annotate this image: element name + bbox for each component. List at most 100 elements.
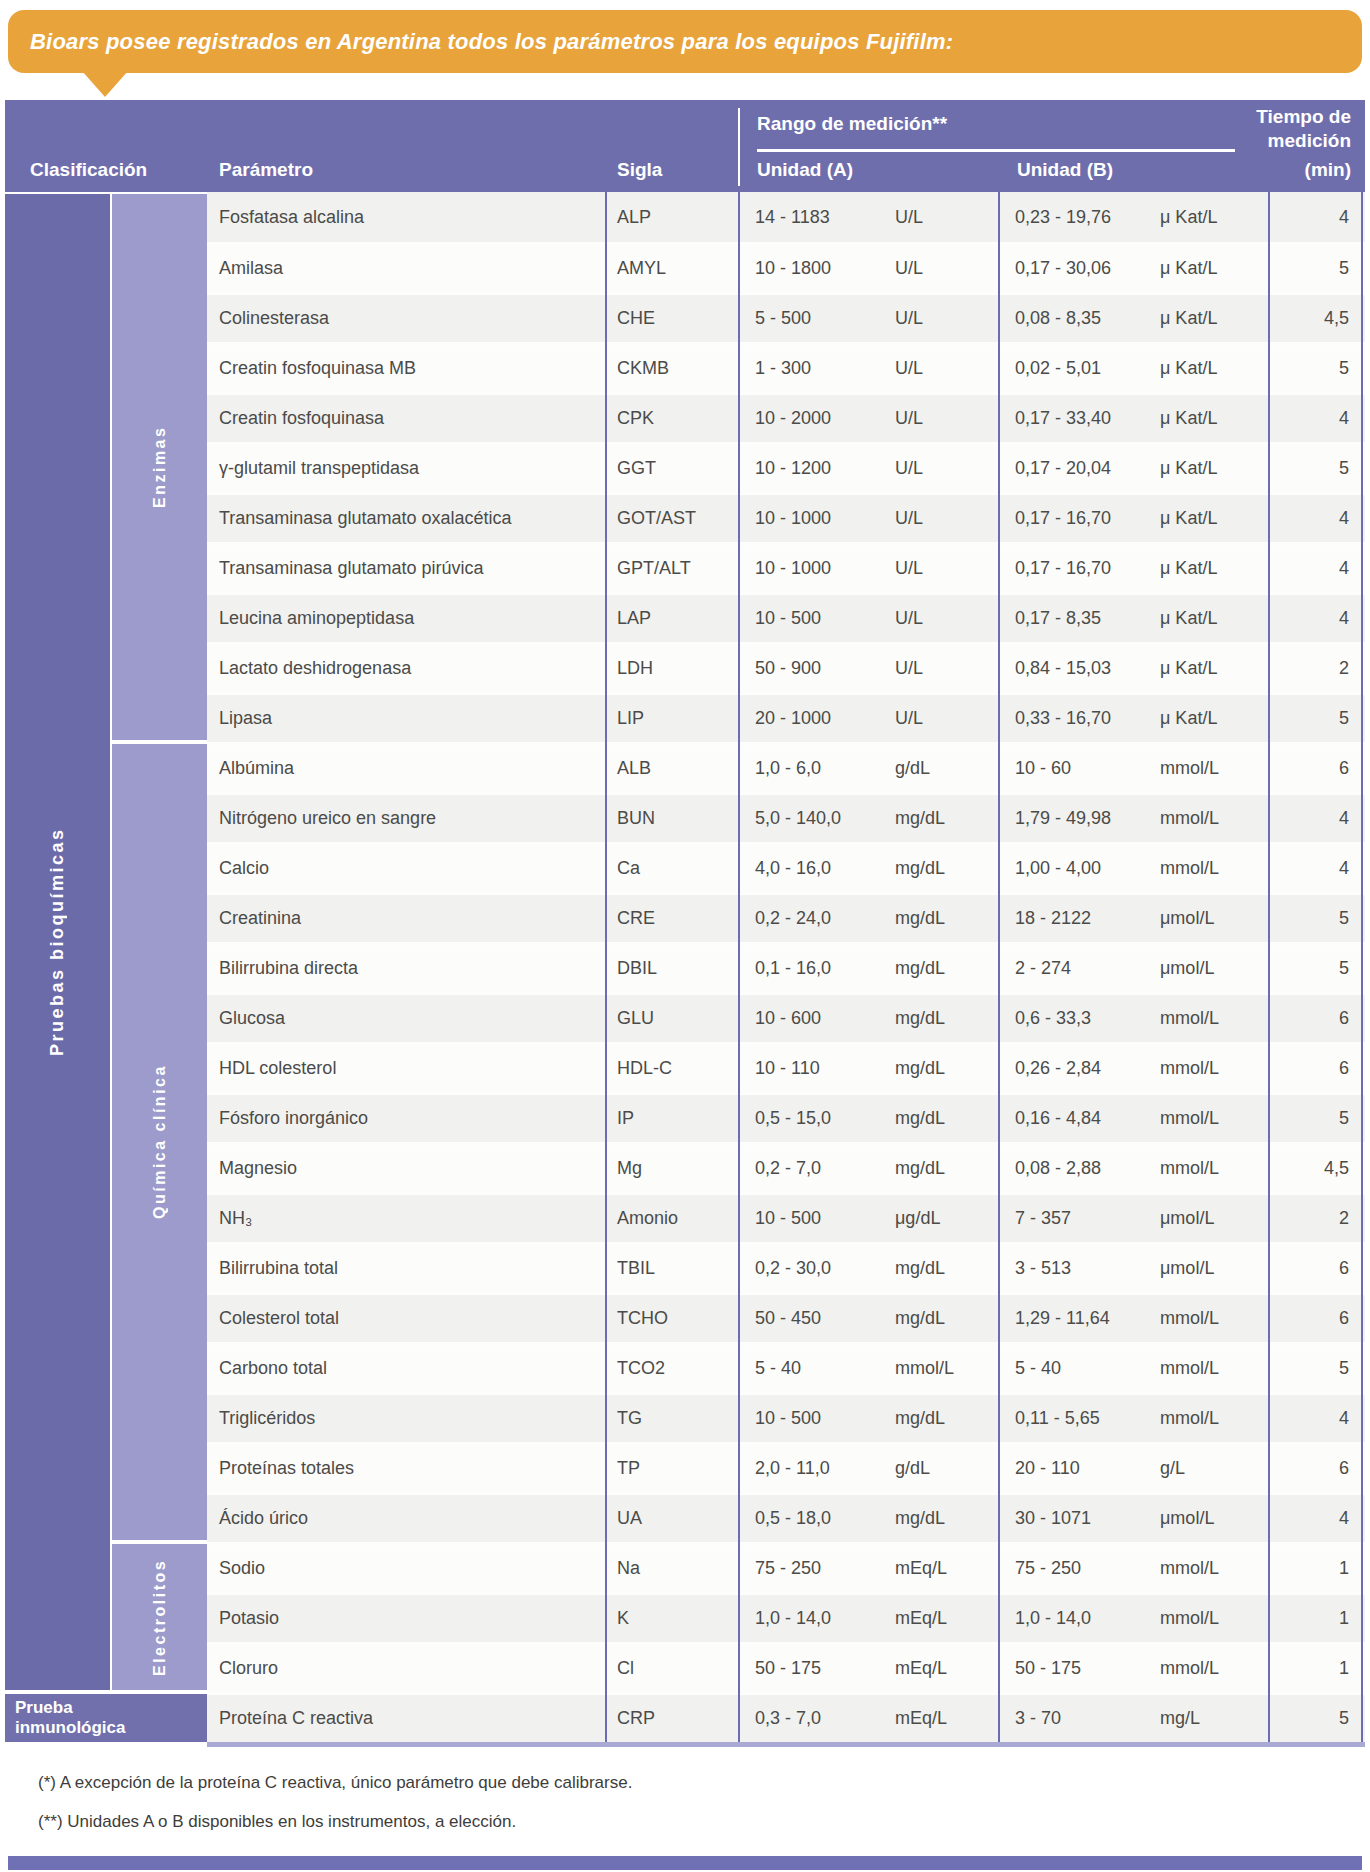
column-divider [998,192,1000,1742]
unit-a-label: mEq/L [895,1608,947,1629]
unit-b-cell: 18 - 2122μmol/L [998,908,1268,929]
unit-b-label: μmol/L [1160,1208,1214,1229]
time-cell: 5 [1268,258,1365,279]
parameter-name: Creatinina [207,908,605,929]
footnote-double-asterisk: (**) Unidades A o B disponibles en los i… [38,1812,516,1832]
unit-b-label: μ Kat/L [1160,508,1217,529]
unit-b-label: μmol/L [1160,908,1214,929]
unit-b-cell: 2 - 274μmol/L [998,958,1268,979]
parameter-sigla: Amonio [605,1208,738,1229]
header-divider [738,108,740,186]
unit-a-cell: 0,2 - 30,0mg/dL [738,1258,998,1279]
classification-label: Pruebas bioquímicas [5,194,110,1690]
time-cell: 5 [1268,708,1365,729]
parameter-name: Nitrógeno ureico en sangre [207,808,605,829]
unit-a-cell: 2,0 - 11,0g/dL [738,1458,998,1479]
unit-b-cell: 0,17 - 33,40μ Kat/L [998,408,1268,429]
parameter-sigla: CRE [605,908,738,929]
unit-a-label: mg/dL [895,1108,945,1129]
unit-b-label: mmol/L [1160,1358,1219,1379]
parameter-sigla: Cl [605,1658,738,1679]
classification-quimica-clinica: Química clínica [112,744,207,1540]
range-a-value: 10 - 600 [755,1008,895,1029]
table-row: Bilirrubina totalTBIL0,2 - 30,0mg/dL3 - … [207,1242,1365,1292]
unit-a-label: U/L [895,207,923,228]
unit-a-label: mg/dL [895,1308,945,1329]
time-cell: 2 [1268,658,1365,679]
unit-b-cell: 1,79 - 49,98mmol/L [998,808,1268,829]
table-row: γ-glutamil transpeptidasaGGT10 - 1200U/L… [207,442,1365,492]
parameter-sigla: IP [605,1108,738,1129]
parameter-name: Calcio [207,858,605,879]
classification-label: Química clínica [112,744,207,1540]
unit-b-label: mg/L [1160,1708,1200,1729]
parameter-name: γ-glutamil transpeptidasa [207,458,605,479]
table-row: CloruroCl50 - 175mEq/L50 - 175mmol/L1 [207,1642,1365,1692]
unit-a-cell: 5,0 - 140,0mg/dL [738,808,998,829]
unit-a-label: mg/dL [895,808,945,829]
range-b-value: 30 - 1071 [1015,1508,1160,1529]
unit-b-cell: 3 - 70mg/L [998,1708,1268,1729]
range-b-value: 0,17 - 20,04 [1015,458,1160,479]
unit-a-label: mEq/L [895,1658,947,1679]
range-a-value: 0,2 - 7,0 [755,1158,895,1179]
footnote-asterisk: (*) A excepción de la proteína C reactiv… [38,1773,632,1793]
parameter-name: HDL colesterol [207,1058,605,1079]
parameter-name: Bilirrubina directa [207,958,605,979]
parameter-name: Transaminasa glutamato oxalacética [207,508,605,529]
table-row: MagnesioMg0,2 - 7,0mg/dL0,08 - 2,88mmol/… [207,1142,1365,1192]
range-b-value: 75 - 250 [1015,1558,1160,1579]
unit-a-label: U/L [895,558,923,579]
table-row: Transaminasa glutamato pirúvicaGPT/ALT10… [207,542,1365,592]
range-b-value: 0,17 - 8,35 [1015,608,1160,629]
unit-a-cell: 50 - 175mEq/L [738,1658,998,1679]
parameter-sigla: Na [605,1558,738,1579]
unit-b-label: μ Kat/L [1160,608,1217,629]
unit-b-cell: 0,17 - 16,70μ Kat/L [998,508,1268,529]
unit-b-label: mmol/L [1160,1058,1219,1079]
table-row: Carbono totalTCO25 - 40mmol/L5 - 40mmol/… [207,1342,1365,1392]
unit-b-label: μ Kat/L [1160,558,1217,579]
classification-label: Prueba [15,1698,207,1718]
range-a-value: 50 - 900 [755,658,895,679]
table-row: Bilirrubina directaDBIL0,1 - 16,0mg/dL2 … [207,942,1365,992]
parameters-table: Clasificación Parámetro Sigla Rango de m… [5,100,1365,1747]
unit-b-cell: 0,11 - 5,65mmol/L [998,1408,1268,1429]
unit-b-label: μ Kat/L [1160,207,1217,228]
range-b-value: 7 - 357 [1015,1208,1160,1229]
classification-enzimas: Enzimas [112,194,207,740]
parameter-name: Ácido úrico [207,1508,605,1529]
parameter-name: Sodio [207,1558,605,1579]
parameter-sigla: TG [605,1408,738,1429]
unit-a-label: g/dL [895,1458,930,1479]
unit-b-label: mmol/L [1160,1408,1219,1429]
table-row: SodioNa75 - 250mEq/L75 - 250mmol/L1 [207,1542,1365,1592]
table-row: TriglicéridosTG10 - 500mg/dL0,11 - 5,65m… [207,1392,1365,1442]
unit-b-label: μ Kat/L [1160,308,1217,329]
range-b-value: 0,17 - 16,70 [1015,508,1160,529]
header-unidad-a: Unidad (A) [757,159,853,181]
unit-a-label: mg/dL [895,958,945,979]
range-b-value: 3 - 513 [1015,1258,1160,1279]
range-b-value: 10 - 60 [1015,758,1160,779]
range-b-value: 1,00 - 4,00 [1015,858,1160,879]
unit-a-label: U/L [895,258,923,279]
column-divider [738,192,740,1742]
unit-b-cell: 0,08 - 8,35μ Kat/L [998,308,1268,329]
unit-a-label: mg/dL [895,908,945,929]
unit-b-cell: 0,08 - 2,88mmol/L [998,1158,1268,1179]
unit-a-cell: 0,1 - 16,0mg/dL [738,958,998,979]
parameter-sigla: GLU [605,1008,738,1029]
unit-b-label: mmol/L [1160,808,1219,829]
classification-prueba-inmunologica: Prueba inmunológica [5,1694,207,1742]
time-cell: 4 [1268,558,1365,579]
table-row: Nitrógeno ureico en sangreBUN5,0 - 140,0… [207,792,1365,842]
range-b-value: 0,84 - 15,03 [1015,658,1160,679]
table-row: AlbúminaALB1,0 - 6,0g/dL10 - 60mmol/L6 [207,742,1365,792]
time-cell: 4 [1268,508,1365,529]
time-cell: 4 [1268,1408,1365,1429]
table-row: PotasioK1,0 - 14,0mEq/L1,0 - 14,0mmol/L1 [207,1592,1365,1642]
range-b-value: 0,08 - 2,88 [1015,1158,1160,1179]
unit-b-cell: 0,23 - 19,76μ Kat/L [998,207,1268,228]
time-cell: 6 [1268,1308,1365,1329]
